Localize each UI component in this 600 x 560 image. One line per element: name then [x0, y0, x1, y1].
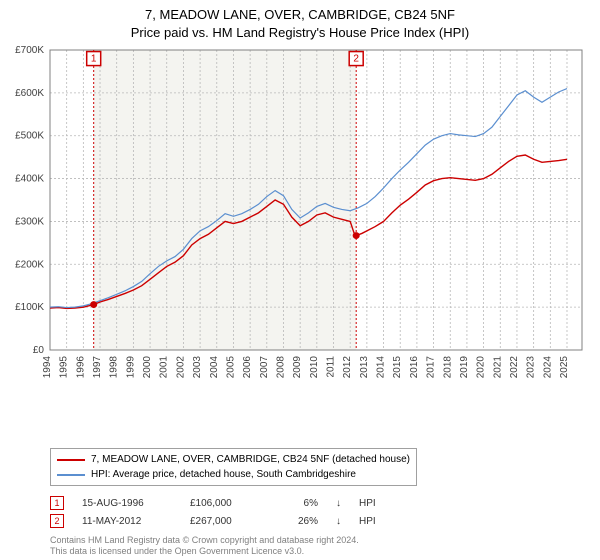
svg-text:2020: 2020: [476, 356, 487, 379]
svg-text:2025: 2025: [559, 356, 570, 379]
sale-price-1: £106,000: [190, 498, 260, 509]
svg-text:£0: £0: [33, 345, 45, 356]
svg-text:£700K: £700K: [15, 45, 44, 56]
svg-text:£100K: £100K: [15, 303, 44, 314]
footnote-line1: Contains HM Land Registry data © Crown c…: [50, 535, 359, 547]
svg-text:2010: 2010: [309, 356, 320, 379]
sale-price-2: £267,000: [190, 516, 260, 527]
svg-text:2: 2: [353, 54, 359, 65]
svg-text:2007: 2007: [259, 356, 270, 379]
svg-text:2006: 2006: [242, 356, 253, 379]
legend-swatch-hpi: [57, 474, 85, 476]
svg-text:1999: 1999: [125, 356, 136, 379]
legend-label-property: 7, MEADOW LANE, OVER, CAMBRIDGE, CB24 5N…: [91, 452, 410, 467]
sale-pct-2: 26%: [278, 516, 318, 527]
svg-text:2004: 2004: [209, 356, 220, 379]
sale-date-2: 11-MAY-2012: [82, 516, 172, 527]
chart-area: £0 £100K £200K £300K £400K £500K £600K £700K 199…: [0, 42, 600, 430]
svg-text:2011: 2011: [326, 356, 337, 378]
legend-swatch-property: [57, 459, 85, 461]
svg-text:2022: 2022: [509, 356, 520, 379]
svg-text:1996: 1996: [75, 356, 86, 379]
price-chart: £0 £100K £200K £300K £400K £500K £600K £700K 199…: [0, 42, 600, 430]
svg-text:£400K: £400K: [15, 174, 44, 185]
svg-text:2005: 2005: [225, 356, 236, 379]
svg-text:2016: 2016: [409, 356, 420, 379]
svg-text:2021: 2021: [492, 356, 503, 379]
svg-text:2000: 2000: [142, 356, 153, 379]
sale-marker-2: 2: [50, 514, 64, 528]
svg-text:2019: 2019: [459, 356, 470, 379]
footnote: Contains HM Land Registry data © Crown c…: [50, 535, 359, 558]
svg-text:1995: 1995: [59, 356, 70, 379]
svg-text:2023: 2023: [526, 356, 537, 379]
svg-text:2018: 2018: [442, 356, 453, 379]
svg-text:1: 1: [91, 54, 97, 65]
svg-text:1994: 1994: [42, 356, 53, 379]
legend-item-property: 7, MEADOW LANE, OVER, CAMBRIDGE, CB24 5N…: [57, 452, 410, 467]
sale-suffix-1: HPI: [359, 498, 376, 509]
svg-text:2012: 2012: [342, 356, 353, 379]
sale-row-2: 2 11-MAY-2012 £267,000 26% ↓ HPI: [50, 512, 376, 530]
legend-label-hpi: HPI: Average price, detached house, Sout…: [91, 467, 356, 482]
sale-row-1: 1 15-AUG-1996 £106,000 6% ↓ HPI: [50, 494, 376, 512]
svg-text:2001: 2001: [159, 356, 170, 379]
chart-legend: 7, MEADOW LANE, OVER, CAMBRIDGE, CB24 5N…: [50, 448, 417, 486]
svg-text:2024: 2024: [542, 356, 553, 379]
svg-text:2017: 2017: [426, 356, 437, 379]
sale-marker-1: 1: [50, 496, 64, 510]
chart-title-line2: Price paid vs. HM Land Registry's House …: [0, 24, 600, 42]
chart-title-line1: 7, MEADOW LANE, OVER, CAMBRIDGE, CB24 5N…: [0, 6, 600, 24]
chart-title-block: 7, MEADOW LANE, OVER, CAMBRIDGE, CB24 5N…: [0, 0, 600, 42]
svg-text:2014: 2014: [376, 356, 387, 379]
svg-text:1997: 1997: [92, 356, 103, 379]
svg-text:2015: 2015: [392, 356, 403, 379]
sale-date-1: 15-AUG-1996: [82, 498, 172, 509]
svg-text:2009: 2009: [292, 356, 303, 379]
footnote-line2: This data is licensed under the Open Gov…: [50, 546, 359, 558]
sale-arrow-2: ↓: [336, 516, 341, 527]
svg-text:2008: 2008: [275, 356, 286, 379]
svg-text:2003: 2003: [192, 356, 203, 379]
sales-table: 1 15-AUG-1996 £106,000 6% ↓ HPI 2 11-MAY…: [50, 494, 376, 530]
svg-text:£600K: £600K: [15, 88, 44, 99]
svg-text:£300K: £300K: [15, 217, 44, 228]
svg-text:£500K: £500K: [15, 131, 44, 142]
sale-suffix-2: HPI: [359, 516, 376, 527]
sale-arrow-1: ↓: [336, 498, 341, 509]
svg-text:2002: 2002: [175, 356, 186, 379]
legend-item-hpi: HPI: Average price, detached house, Sout…: [57, 467, 410, 482]
sale-pct-1: 6%: [278, 498, 318, 509]
svg-text:1998: 1998: [109, 356, 120, 379]
svg-text:2013: 2013: [359, 356, 370, 379]
svg-text:£200K: £200K: [15, 260, 44, 271]
